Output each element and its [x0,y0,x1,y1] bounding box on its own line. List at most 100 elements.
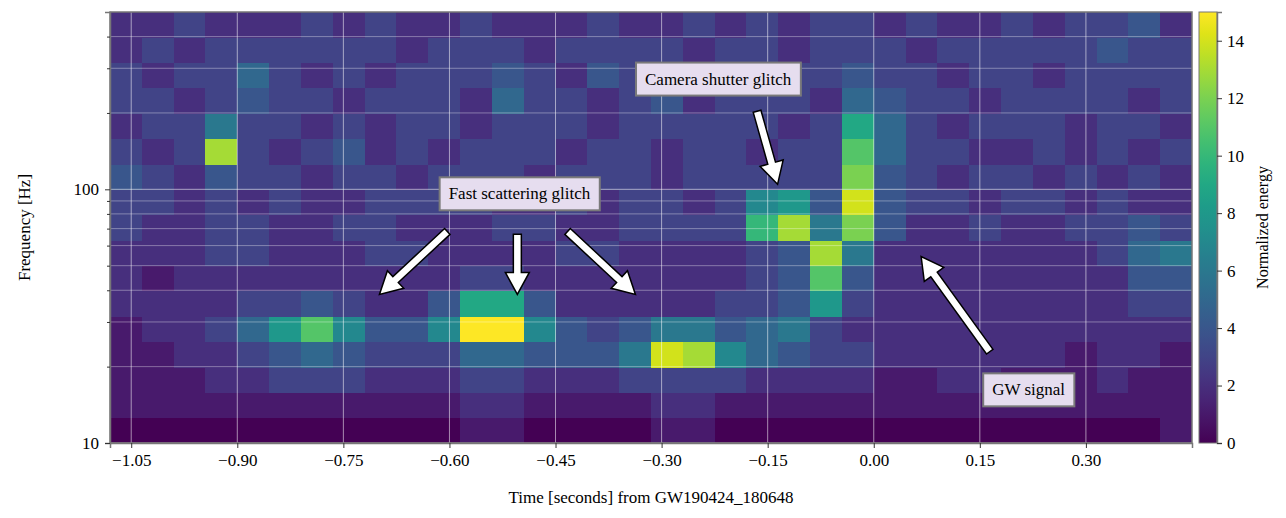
heatmap-cell [842,240,874,266]
heatmap-cell [1001,164,1033,190]
heatmap-cell [110,291,142,317]
heatmap-cell [1001,291,1033,317]
heatmap-cell [778,342,810,368]
minor-tick-mark [107,37,110,38]
tick: 6 [1217,262,1236,281]
heatmap-cell [874,215,906,241]
tick: 10 [1217,147,1244,166]
heatmap-cell [619,189,651,215]
heatmap-cell [428,139,460,165]
heatmap-cell [205,316,237,342]
heatmap-cell [874,316,906,342]
tick-mark [980,443,981,448]
heatmap-cell [524,418,556,443]
heatmap-cell [174,189,206,215]
heatmap-cell [269,189,301,215]
heatmap-cell [142,62,174,88]
heatmap-cell [715,113,747,139]
heatmap-cell [1160,189,1192,215]
heatmap-cell [587,392,619,418]
tick-label: 10 [82,434,99,453]
heatmap-cell [906,291,938,317]
heatmap-cell [778,113,810,139]
tick-mark [237,443,238,448]
heatmap-cell [937,12,969,38]
heatmap-cell [587,139,619,165]
tick-label: −0.45 [536,451,575,470]
heatmap-cell [1033,62,1065,88]
heatmap-cell [619,139,651,165]
minor-tick-mark [107,214,110,215]
heatmap-cell [205,12,237,38]
heatmap-cell [365,189,397,215]
heatmap-cell [174,62,206,88]
heatmap-cell [1065,88,1097,114]
heatmap-cell [333,316,365,342]
heatmap-cell [396,367,428,393]
heatmap-cell [110,392,142,418]
heatmap-cell [1097,62,1129,88]
heatmap-cell [906,342,938,368]
heatmap-cell [937,88,969,114]
heatmap-cell [492,367,524,393]
heatmap-cell [205,392,237,418]
heatmap-cell [683,12,715,38]
heatmap-cell [715,265,747,291]
heatmap-cell [906,139,938,165]
heatmap-cell [524,342,556,368]
heatmap-cell [715,240,747,266]
heatmap-cell [524,88,556,114]
heatmap-cell [969,62,1001,88]
heatmap-cell [1001,113,1033,139]
heatmap-cell [301,392,333,418]
heatmap-cell [333,88,365,114]
heatmap-cell [365,37,397,63]
heatmap-cell [746,37,778,63]
heatmap-cell [1065,418,1097,443]
heatmap-cell [715,215,747,241]
heatmap-cell [874,139,906,165]
heatmap-cell [842,392,874,418]
heatmap-cell [174,215,206,241]
tick-label: 10 [1227,147,1244,166]
minor-tick [107,113,110,114]
tick-mark [105,443,110,444]
heatmap-cell [1128,12,1160,38]
heatmap-cell [396,316,428,342]
heatmap-cell [174,316,206,342]
heatmap-cell [142,139,174,165]
heatmap-cell [396,164,428,190]
heatmap-cell [1033,215,1065,241]
heatmap-cell [396,418,428,443]
annotation-arrow [753,110,783,184]
heatmap-cell [810,240,842,266]
heatmap-cell [619,12,651,38]
heatmap-cell [1097,418,1129,443]
heatmap-cell [1128,418,1160,443]
heatmap-cell [842,37,874,63]
heatmap-cell [906,215,938,241]
heatmap-cell [651,139,683,165]
heatmap-cell [333,189,365,215]
heatmap-cell [524,291,556,317]
heatmap-cell [460,113,492,139]
heatmap-cell [460,342,492,368]
heatmap-cell [937,392,969,418]
tick-label: 6 [1227,262,1236,281]
heatmap-cell [874,342,906,368]
heatmap-cell [906,316,938,342]
tick-mark [131,443,132,448]
heatmap-cell [1065,291,1097,317]
heatmap-cell [810,88,842,114]
heatmap-cell [1128,139,1160,165]
heatmap-cell [1160,291,1192,317]
heatmap-cell [205,113,237,139]
annotation-arrow [921,257,993,354]
y-axis-minor [107,37,110,367]
heatmap-cell [810,367,842,393]
heatmap-cell [492,418,524,443]
heatmap-cell [396,139,428,165]
minor-tick-mark [107,201,110,202]
heatmap-cell [237,342,269,368]
heatmap-cell [396,12,428,38]
